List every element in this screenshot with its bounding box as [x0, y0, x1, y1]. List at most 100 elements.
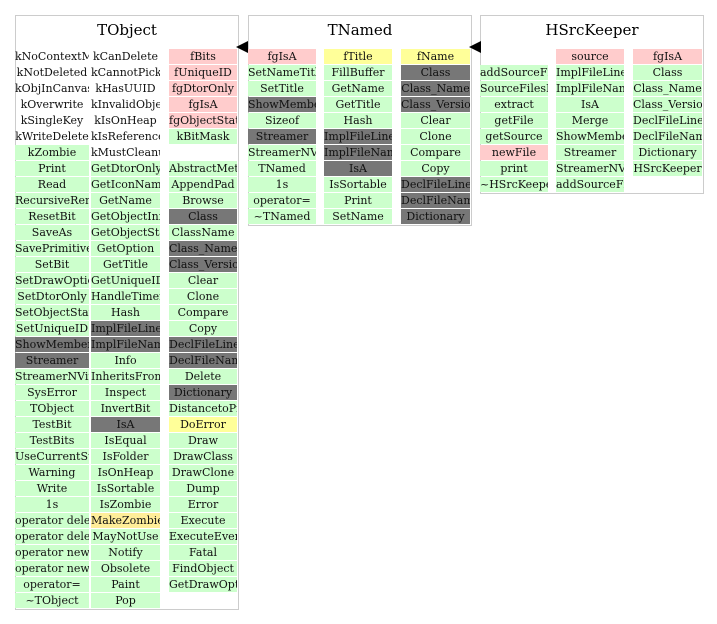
member-cell: SetDrawOption — [15, 273, 89, 288]
member-cell: Class_Version — [633, 97, 702, 112]
member-cell: IsEqual — [91, 433, 160, 448]
member-cell: Info — [91, 353, 160, 368]
member-cell: fName — [401, 49, 470, 64]
hsrckeeper-column-2: sourceImplFileLineImplFileNameIsAMergeSh… — [556, 49, 624, 193]
member-cell: Class — [401, 65, 470, 80]
member-cell: IsOnHeap — [91, 465, 160, 480]
member-cell: GetObjectInfo — [91, 209, 160, 224]
hsrckeeper-column-3: fgIsAClassClass_NameClass_VersionDeclFil… — [633, 49, 702, 177]
member-cell: kHasUUID — [95, 82, 156, 95]
member-cell: SetTitle — [248, 81, 316, 96]
member-cell: operator new — [15, 545, 89, 560]
member-cell: Clear — [401, 113, 470, 128]
member-cell: TestBits — [15, 433, 89, 448]
member-cell: Compare — [169, 305, 237, 320]
member-cell: Clear — [169, 273, 237, 288]
member-cell: ~TNamed — [248, 209, 316, 224]
member-cell: addSourceFiles — [480, 65, 548, 80]
member-cell: Draw — [169, 433, 237, 448]
member-cell: StreamerNVirtual — [15, 369, 89, 384]
member-cell: fgDtorOnly — [169, 81, 237, 96]
member-cell: Compare — [401, 145, 470, 160]
member-cell: GetUniqueID — [91, 273, 160, 288]
member-cell: Dump — [169, 481, 237, 496]
member-cell: GetName — [324, 81, 392, 96]
member-cell: TestBit — [15, 417, 89, 432]
member-cell: DeclFileName — [633, 129, 702, 144]
member-cell: IsA — [324, 161, 392, 176]
member-cell: FindObject — [169, 561, 237, 576]
member-cell: getFile — [480, 113, 548, 128]
member-cell: ~TObject — [15, 593, 89, 608]
member-cell: Notify — [91, 545, 160, 560]
member-cell: kZombie — [15, 145, 89, 160]
inheritance-arrow-hsrckeeper-to-tnamed — [469, 41, 481, 53]
member-cell: MayNotUse — [91, 529, 160, 544]
member-cell: IsZombie — [91, 497, 160, 512]
class-title-tobject: TObject — [97, 21, 157, 39]
member-cell: RecursiveRemove — [15, 193, 89, 208]
member-cell: GetTitle — [91, 257, 160, 272]
member-cell: fBits — [169, 49, 237, 64]
member-cell: DeclFileName — [401, 193, 470, 208]
member-cell: UseCurrentStyle — [15, 449, 89, 464]
member-cell: kInvalidObject — [91, 98, 160, 111]
member-cell: MakeZombie — [91, 513, 160, 528]
member-cell: ImplFileLine — [556, 65, 624, 80]
member-cell: ResetBit — [15, 209, 89, 224]
member-cell: IsSortable — [91, 481, 160, 496]
member-cell: Obsolete — [91, 561, 160, 576]
member-cell: ClassName — [169, 225, 237, 240]
member-cell: HandleTimer — [91, 289, 160, 304]
tobject-column-2: kCanDelete kCannotPick kHasUUID kInvalidObj… — [91, 49, 160, 609]
member-cell: Print — [15, 161, 89, 176]
member-cell: operator= — [15, 577, 89, 592]
member-cell: kOverwrite — [20, 98, 84, 111]
member-cell: DeclFileLine — [169, 337, 237, 352]
member-cell: fgIsA — [248, 49, 316, 64]
member-cell: print — [480, 161, 548, 176]
member-cell: Delete — [169, 369, 237, 384]
member-cell: Write — [15, 481, 89, 496]
member-cell: GetObjectStat — [91, 225, 160, 240]
member-cell: operator delete — [15, 513, 89, 528]
tnamed-column-3: fNameClassClass_NameClass_VersionClearCl… — [401, 49, 470, 225]
member-cell: fgObjectStat — [169, 113, 237, 128]
member-cell: DeclFileLine — [633, 113, 702, 128]
member-cell: extract — [480, 97, 548, 112]
member-cell: InvertBit — [91, 401, 160, 416]
member-cell: Merge — [556, 113, 624, 128]
member-cell: kObjInCanvas — [15, 82, 89, 95]
member-cell: HSrcKeeper — [633, 161, 702, 176]
member-cell: IsSortable — [324, 177, 392, 192]
member-cell: GetTitle — [324, 97, 392, 112]
member-cell: DeclFileLine — [401, 177, 470, 192]
member-cell: kCannotPick — [91, 66, 160, 79]
member-cell: TNamed — [248, 161, 316, 176]
member-cell: Inspect — [91, 385, 160, 400]
member-cell: Hash — [91, 305, 160, 320]
member-cell: SetBit — [15, 257, 89, 272]
member-cell: kNotDeleted — [16, 66, 88, 79]
member-cell: IsA — [556, 97, 624, 112]
member-cell: Copy — [169, 321, 237, 336]
member-cell: ImplFileLine — [324, 129, 392, 144]
member-cell: getSource — [480, 129, 548, 144]
member-cell: newFile — [480, 145, 548, 160]
member-cell: ShowMembers — [556, 129, 624, 144]
member-cell: Warning — [15, 465, 89, 480]
class-title-tnamed: TNamed — [327, 21, 393, 39]
member-cell: TObject — [15, 401, 89, 416]
member-cell: operator new[] — [15, 561, 89, 576]
tnamed-column-1: fgIsASetNameTitleSetTitleShowMembersSize… — [248, 49, 316, 225]
member-cell: GetDtorOnly — [91, 161, 160, 176]
member-cell: ExecuteEvent — [169, 529, 237, 544]
member-cell: kCanDelete — [92, 50, 158, 63]
member-cell: kIsReferenced — [91, 130, 160, 143]
member-cell: Fatal — [169, 545, 237, 560]
member-cell: Clone — [401, 129, 470, 144]
member-cell: AppendPad — [169, 177, 237, 192]
member-cell: fgIsA — [633, 49, 702, 64]
member-cell: Streamer — [556, 145, 624, 160]
tobject-column-3: fBits fUniqueID fgDtorOnly fgIsA fgObjectSta… — [169, 49, 237, 593]
